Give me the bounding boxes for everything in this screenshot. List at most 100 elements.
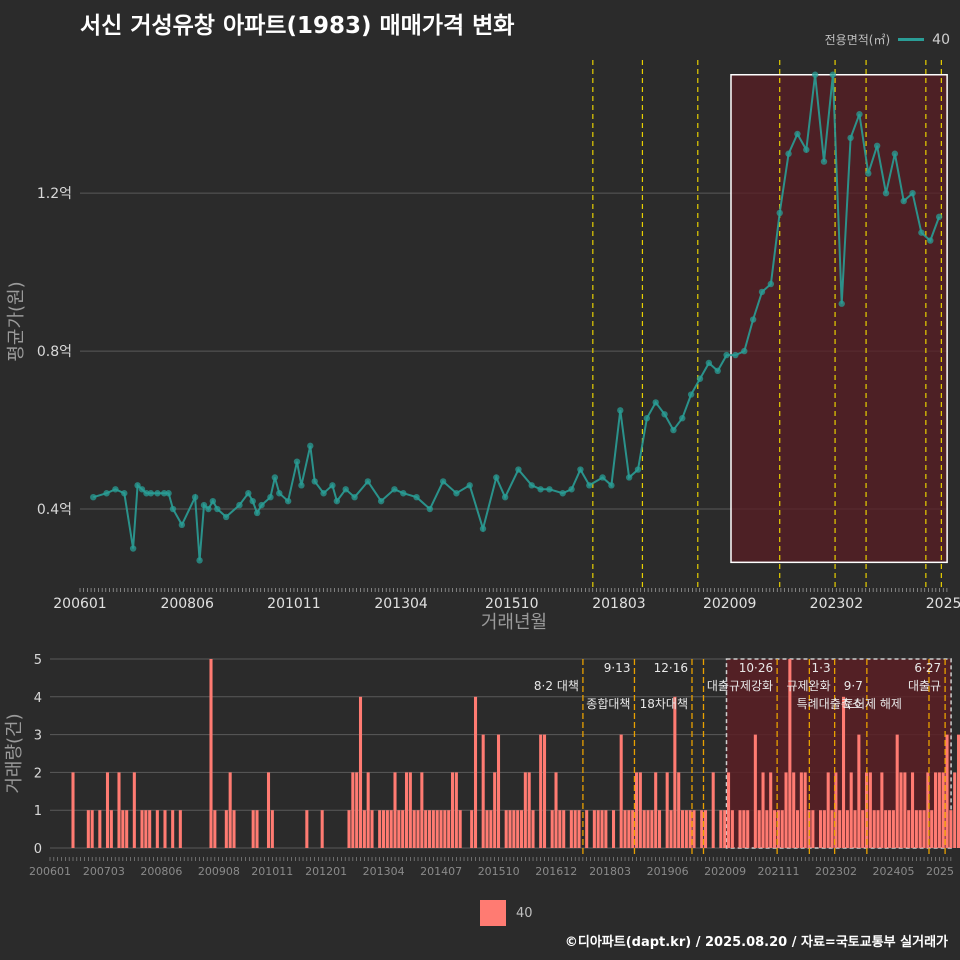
top-series-point — [776, 209, 783, 217]
top-xtick-label: 200601 — [53, 596, 106, 612]
bottom-ytick-label: 2 — [34, 766, 42, 781]
bottom-xtick-label: 201612 — [535, 865, 577, 878]
top-series-point — [785, 150, 792, 157]
bottom-bar — [109, 810, 113, 848]
top-series-point — [794, 130, 801, 138]
bottom-bar — [895, 734, 899, 848]
top-series-point — [617, 407, 624, 414]
top-series-point — [129, 545, 137, 552]
bottom-bar — [772, 810, 777, 848]
bottom-bar — [493, 772, 497, 848]
bottom-xtick-label: 201906 — [647, 865, 689, 878]
top-series-point — [329, 482, 336, 489]
bottom-bar — [121, 810, 125, 848]
top-series-point — [453, 490, 460, 497]
bottom-bar — [914, 810, 918, 848]
top-series-point — [245, 490, 252, 497]
bottom-bar — [351, 772, 355, 848]
bottom-bar — [746, 810, 750, 848]
top-series-point — [236, 501, 243, 509]
bottom-xtick-label: 201011 — [251, 865, 293, 878]
bottom-bar — [592, 810, 596, 848]
top-series-point — [546, 486, 553, 493]
bottom-bar — [700, 810, 704, 848]
bottom-bar — [86, 810, 90, 848]
bottom-bar — [907, 810, 911, 848]
bottom-bar — [903, 772, 907, 848]
top-xtick-label: 201011 — [267, 596, 320, 612]
top-series-point — [705, 359, 713, 367]
bottom-bar — [677, 772, 681, 848]
bottom-bar — [726, 772, 731, 848]
bottom-bar — [811, 810, 815, 848]
bottom-bar — [807, 810, 811, 848]
bottom-bar — [788, 659, 792, 848]
bottom-bar — [439, 810, 443, 848]
top-series-point — [838, 300, 845, 307]
top-series-point — [222, 513, 230, 521]
bottom-bar — [957, 734, 960, 848]
bottom-bar — [703, 810, 708, 848]
top-series-point — [351, 493, 358, 501]
bottom-bar — [519, 810, 524, 848]
policy-label: 8·2 대책 — [534, 678, 579, 693]
top-series-point — [847, 134, 854, 142]
top-series-point — [568, 486, 575, 493]
bottom-bar — [765, 810, 769, 848]
top-series-point — [608, 482, 615, 489]
bottom-bar — [408, 772, 412, 848]
bottom-bar — [650, 810, 654, 848]
top-series-point — [670, 426, 677, 434]
bottom-bar — [213, 810, 217, 848]
bottom-xtick-label: 201201 — [305, 865, 347, 878]
top-series-point — [413, 493, 420, 501]
bottom-bar — [125, 810, 129, 848]
top-series-point — [927, 237, 934, 244]
policy-label: 12·16 — [654, 661, 688, 675]
legend-bar-swatch-icon — [480, 900, 506, 926]
policy-label: 9·7 — [844, 679, 863, 693]
bottom-bar — [450, 772, 455, 848]
bottom-bar — [458, 810, 462, 848]
top-series-point — [599, 474, 606, 481]
bottom-bar — [830, 810, 834, 848]
top-series-point — [293, 458, 301, 465]
bottom-bar — [370, 810, 374, 848]
top-xtick-label: 202302 — [810, 596, 863, 612]
legend-top-label: 전용면적(㎡) — [824, 33, 891, 47]
bottom-bar — [155, 810, 159, 848]
top-series-point — [311, 478, 318, 485]
bottom-bar — [822, 810, 826, 848]
top-ytick-label: 0.4억 — [37, 502, 72, 518]
bottom-bar — [888, 810, 892, 848]
top-series-point — [249, 497, 256, 505]
bottom-bar — [381, 810, 386, 848]
bottom-bar — [619, 734, 623, 848]
bottom-bar — [358, 696, 363, 848]
bottom-bar — [795, 810, 800, 848]
bottom-bar — [424, 810, 428, 848]
bottom-bar — [654, 772, 658, 848]
bottom-bar — [362, 810, 366, 848]
top-series-point — [900, 197, 907, 205]
bottom-bar — [891, 810, 895, 848]
bottom-bar — [393, 772, 397, 848]
bottom-bar — [98, 810, 102, 848]
bottom-xtick-label: 2025 — [926, 865, 954, 878]
bottom-bar — [600, 810, 604, 848]
top-series-point — [138, 486, 146, 493]
bottom-bar — [523, 772, 527, 848]
bottom-bar — [347, 810, 351, 848]
bottom-bar — [596, 810, 600, 848]
bottom-xtick-label: 201510 — [478, 865, 520, 878]
policy-label: 9·13 — [604, 661, 631, 675]
bottom-bar — [953, 772, 957, 848]
bottom-xtick-label: 201304 — [363, 865, 405, 878]
bottom-bar — [872, 810, 876, 848]
bottom-bar — [531, 810, 535, 848]
bottom-bar — [684, 810, 688, 848]
bottom-bar — [631, 810, 635, 848]
top-series-point — [515, 466, 522, 473]
top-series-point — [767, 280, 775, 288]
